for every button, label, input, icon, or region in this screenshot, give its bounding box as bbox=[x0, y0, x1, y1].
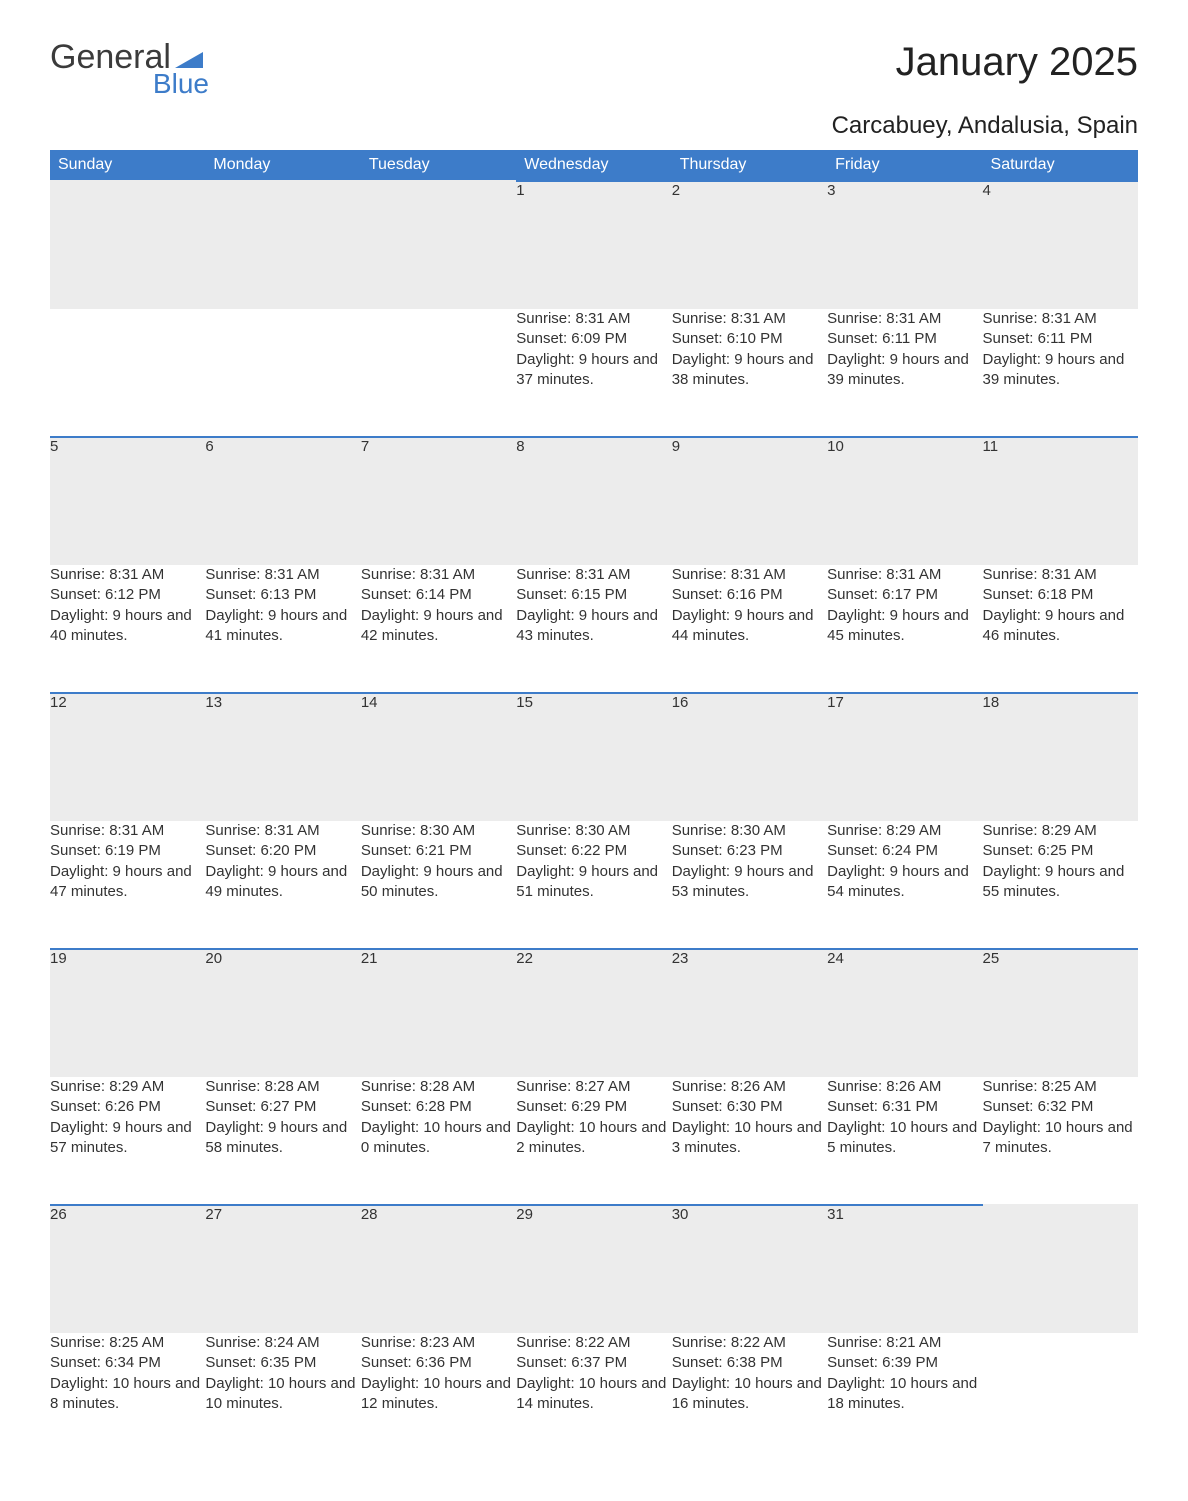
calendar-table: Sunday Monday Tuesday Wednesday Thursday… bbox=[50, 150, 1138, 1461]
day-number: 1 bbox=[516, 181, 671, 309]
day-body-row: Sunrise: 8:31 AMSunset: 6:09 PMDaylight:… bbox=[50, 309, 1138, 437]
day-number: 15 bbox=[516, 693, 671, 821]
day-cell: Sunrise: 8:31 AMSunset: 6:11 PMDaylight:… bbox=[827, 309, 982, 437]
day-number: 11 bbox=[983, 437, 1138, 565]
day-number: 3 bbox=[827, 181, 982, 309]
day-cell: Sunrise: 8:28 AMSunset: 6:28 PMDaylight:… bbox=[361, 1077, 516, 1205]
day-cell: Sunrise: 8:21 AMSunset: 6:39 PMDaylight:… bbox=[827, 1333, 982, 1461]
day-cell: Sunrise: 8:22 AMSunset: 6:37 PMDaylight:… bbox=[516, 1333, 671, 1461]
day-header: Thursday bbox=[672, 150, 827, 181]
day-body-row: Sunrise: 8:25 AMSunset: 6:34 PMDaylight:… bbox=[50, 1333, 1138, 1461]
day-cell: Sunrise: 8:26 AMSunset: 6:31 PMDaylight:… bbox=[827, 1077, 982, 1205]
day-number: 21 bbox=[361, 949, 516, 1077]
page-title: January 2025 bbox=[896, 40, 1138, 85]
day-number: 17 bbox=[827, 693, 982, 821]
day-header-row: Sunday Monday Tuesday Wednesday Thursday… bbox=[50, 150, 1138, 181]
day-cell: Sunrise: 8:27 AMSunset: 6:29 PMDaylight:… bbox=[516, 1077, 671, 1205]
day-number: 13 bbox=[205, 693, 360, 821]
day-number: 9 bbox=[672, 437, 827, 565]
day-cell: Sunrise: 8:28 AMSunset: 6:27 PMDaylight:… bbox=[205, 1077, 360, 1205]
day-number: 12 bbox=[50, 693, 205, 821]
day-number: 27 bbox=[205, 1205, 360, 1333]
day-cell bbox=[983, 1333, 1138, 1461]
location-subtitle: Carcabuey, Andalusia, Spain bbox=[50, 112, 1138, 140]
daynum-row: 262728293031 bbox=[50, 1205, 1138, 1333]
day-number: 23 bbox=[672, 949, 827, 1077]
day-cell: Sunrise: 8:31 AMSunset: 6:19 PMDaylight:… bbox=[50, 821, 205, 949]
day-cell: Sunrise: 8:31 AMSunset: 6:09 PMDaylight:… bbox=[516, 309, 671, 437]
day-number bbox=[983, 1205, 1138, 1333]
day-body-row: Sunrise: 8:29 AMSunset: 6:26 PMDaylight:… bbox=[50, 1077, 1138, 1205]
day-cell: Sunrise: 8:31 AMSunset: 6:13 PMDaylight:… bbox=[205, 565, 360, 693]
logo-word-2: Blue bbox=[50, 70, 209, 98]
day-cell: Sunrise: 8:30 AMSunset: 6:22 PMDaylight:… bbox=[516, 821, 671, 949]
day-number: 22 bbox=[516, 949, 671, 1077]
day-number: 26 bbox=[50, 1205, 205, 1333]
day-header: Sunday bbox=[50, 150, 205, 181]
day-number: 30 bbox=[672, 1205, 827, 1333]
day-number: 20 bbox=[205, 949, 360, 1077]
day-cell: Sunrise: 8:29 AMSunset: 6:25 PMDaylight:… bbox=[983, 821, 1138, 949]
day-number: 25 bbox=[983, 949, 1138, 1077]
day-cell: Sunrise: 8:31 AMSunset: 6:12 PMDaylight:… bbox=[50, 565, 205, 693]
day-cell: Sunrise: 8:30 AMSunset: 6:21 PMDaylight:… bbox=[361, 821, 516, 949]
day-number bbox=[205, 181, 360, 309]
day-cell: Sunrise: 8:29 AMSunset: 6:26 PMDaylight:… bbox=[50, 1077, 205, 1205]
day-number bbox=[361, 181, 516, 309]
day-number: 7 bbox=[361, 437, 516, 565]
logo: General Blue bbox=[50, 40, 209, 98]
day-cell: Sunrise: 8:22 AMSunset: 6:38 PMDaylight:… bbox=[672, 1333, 827, 1461]
day-cell bbox=[361, 309, 516, 437]
day-cell: Sunrise: 8:31 AMSunset: 6:10 PMDaylight:… bbox=[672, 309, 827, 437]
daynum-row: 567891011 bbox=[50, 437, 1138, 565]
day-number: 6 bbox=[205, 437, 360, 565]
daynum-row: 12131415161718 bbox=[50, 693, 1138, 821]
day-header: Tuesday bbox=[361, 150, 516, 181]
day-cell: Sunrise: 8:24 AMSunset: 6:35 PMDaylight:… bbox=[205, 1333, 360, 1461]
day-number: 28 bbox=[361, 1205, 516, 1333]
day-number: 10 bbox=[827, 437, 982, 565]
day-number: 8 bbox=[516, 437, 671, 565]
day-cell: Sunrise: 8:31 AMSunset: 6:11 PMDaylight:… bbox=[983, 309, 1138, 437]
day-body-row: Sunrise: 8:31 AMSunset: 6:19 PMDaylight:… bbox=[50, 821, 1138, 949]
day-body-row: Sunrise: 8:31 AMSunset: 6:12 PMDaylight:… bbox=[50, 565, 1138, 693]
day-cell: Sunrise: 8:25 AMSunset: 6:34 PMDaylight:… bbox=[50, 1333, 205, 1461]
day-number: 5 bbox=[50, 437, 205, 565]
day-header: Friday bbox=[827, 150, 982, 181]
day-number: 16 bbox=[672, 693, 827, 821]
daynum-row: 1234 bbox=[50, 181, 1138, 309]
day-number: 4 bbox=[983, 181, 1138, 309]
day-number: 2 bbox=[672, 181, 827, 309]
day-cell: Sunrise: 8:31 AMSunset: 6:16 PMDaylight:… bbox=[672, 565, 827, 693]
day-header: Saturday bbox=[983, 150, 1138, 181]
day-cell bbox=[50, 309, 205, 437]
day-number: 24 bbox=[827, 949, 982, 1077]
day-cell: Sunrise: 8:25 AMSunset: 6:32 PMDaylight:… bbox=[983, 1077, 1138, 1205]
day-cell: Sunrise: 8:31 AMSunset: 6:17 PMDaylight:… bbox=[827, 565, 982, 693]
day-cell: Sunrise: 8:31 AMSunset: 6:20 PMDaylight:… bbox=[205, 821, 360, 949]
day-cell: Sunrise: 8:31 AMSunset: 6:14 PMDaylight:… bbox=[361, 565, 516, 693]
day-cell: Sunrise: 8:31 AMSunset: 6:15 PMDaylight:… bbox=[516, 565, 671, 693]
day-cell: Sunrise: 8:30 AMSunset: 6:23 PMDaylight:… bbox=[672, 821, 827, 949]
day-number bbox=[50, 181, 205, 309]
day-header: Monday bbox=[205, 150, 360, 181]
header: General Blue January 2025 bbox=[50, 40, 1138, 98]
day-cell: Sunrise: 8:31 AMSunset: 6:18 PMDaylight:… bbox=[983, 565, 1138, 693]
day-cell: Sunrise: 8:29 AMSunset: 6:24 PMDaylight:… bbox=[827, 821, 982, 949]
day-number: 14 bbox=[361, 693, 516, 821]
day-header: Wednesday bbox=[516, 150, 671, 181]
day-number: 31 bbox=[827, 1205, 982, 1333]
day-number: 18 bbox=[983, 693, 1138, 821]
day-number: 29 bbox=[516, 1205, 671, 1333]
day-cell: Sunrise: 8:26 AMSunset: 6:30 PMDaylight:… bbox=[672, 1077, 827, 1205]
day-cell: Sunrise: 8:23 AMSunset: 6:36 PMDaylight:… bbox=[361, 1333, 516, 1461]
day-cell bbox=[205, 309, 360, 437]
daynum-row: 19202122232425 bbox=[50, 949, 1138, 1077]
day-number: 19 bbox=[50, 949, 205, 1077]
